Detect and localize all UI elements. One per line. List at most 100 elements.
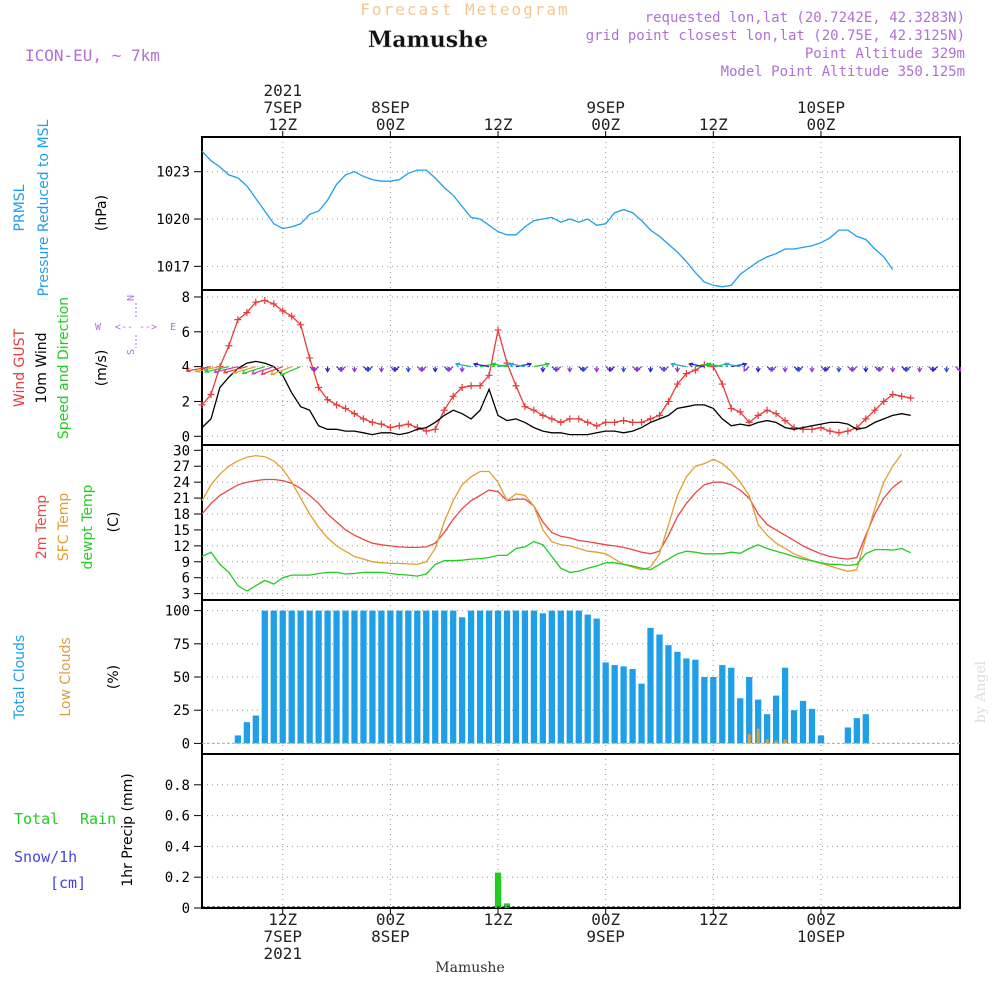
gust-marker — [431, 425, 439, 433]
wind-arrow-head — [508, 362, 514, 368]
bottom-axis-label: 00Z — [376, 910, 405, 929]
bar-total-clouds — [746, 677, 753, 744]
bar-total-clouds — [638, 683, 645, 744]
gust-marker — [324, 396, 332, 404]
legend-wind: 10m Wind — [34, 332, 50, 403]
wind-arrow-head — [279, 371, 285, 376]
bar-total-clouds — [396, 610, 403, 744]
wind-arrow-head — [490, 362, 496, 368]
wind-arrow-head — [420, 366, 426, 372]
gust-marker — [342, 404, 350, 412]
gust-marker — [727, 404, 735, 412]
gust-marker — [629, 418, 637, 426]
gust-marker — [440, 406, 448, 414]
bar-total-clouds — [611, 665, 618, 744]
bar-low-clouds — [774, 740, 778, 744]
bottom-axis-label: 12Z — [699, 910, 728, 929]
bottom-axis-label: 10SEP — [797, 927, 845, 946]
wind-arrow-head — [755, 367, 761, 373]
gust-marker — [655, 411, 663, 419]
bar-total-clouds — [799, 700, 807, 744]
panel-2: 0 2 4 6 8 — [182, 289, 962, 446]
wind-arrow-head — [325, 367, 331, 373]
wind-arrow-head — [647, 367, 654, 373]
gust-marker — [593, 422, 601, 430]
gust-marker — [575, 415, 583, 423]
wind-direction-arrow — [533, 363, 550, 368]
bottom-axis-label: 2021 — [263, 944, 302, 963]
wind-arrow-head — [851, 366, 856, 372]
bar-total-clouds — [683, 658, 690, 744]
gust-marker — [530, 406, 538, 414]
wind-arrow-head — [194, 367, 200, 373]
bar-low-clouds — [765, 739, 769, 744]
gust-marker — [467, 382, 475, 390]
wind-unit: (m/s) — [94, 350, 110, 387]
gust-marker — [485, 371, 493, 379]
bar-total-clouds — [781, 667, 789, 744]
gust-marker — [826, 427, 834, 435]
wind-direction-arrow — [455, 363, 472, 368]
panel-5: 0 0.2 0.4 0.6 0.8 — [165, 753, 961, 917]
bar-total-clouds — [755, 699, 762, 744]
wind-arrow-head — [544, 362, 551, 368]
y-tick-label: 18 — [173, 507, 190, 523]
wind-arrow-head — [447, 366, 452, 372]
bar-total-clouds — [297, 610, 304, 744]
bar-low-clouds — [756, 728, 760, 744]
series-dewpt-temp — [201, 540, 911, 592]
bottom-axis-label: 7SEP — [263, 927, 302, 946]
bar-total-clouds — [710, 677, 717, 744]
wind-arrow-head — [432, 367, 438, 373]
bar-total-clouds — [494, 610, 502, 744]
gust-marker — [270, 300, 278, 308]
bar-total-clouds — [306, 610, 313, 744]
bar-total-clouds — [261, 610, 268, 744]
bar-total-clouds — [575, 610, 582, 744]
y-tick-label: 21 — [173, 491, 190, 507]
bar-total-clouds — [243, 722, 250, 744]
wind-arrow-head — [213, 368, 219, 374]
wind-arrow-head — [917, 367, 923, 373]
bottom-axis-label: 9SEP — [586, 927, 625, 946]
gust-marker — [521, 403, 529, 411]
gust-marker — [602, 418, 610, 426]
bar-total-clouds — [405, 610, 412, 744]
bar-total-clouds — [324, 610, 331, 744]
wind-arrow-head — [824, 366, 829, 372]
bar-total-clouds — [485, 610, 493, 744]
y-tick-label: 15 — [173, 523, 190, 539]
wind-direction-arrow — [223, 366, 248, 374]
gust-marker — [449, 392, 457, 400]
bar-total-clouds — [369, 610, 376, 744]
bar-total-clouds — [423, 610, 430, 744]
gust-marker — [368, 418, 376, 426]
gust-marker — [584, 418, 592, 426]
wind-arrow-head — [943, 367, 950, 373]
bar-total-clouds — [387, 610, 394, 744]
wind-arrow-head — [706, 362, 712, 368]
gust-marker — [297, 321, 305, 329]
bar-total-clouds — [602, 662, 609, 744]
gust-marker — [772, 410, 780, 418]
wind-direction-arrow — [186, 366, 212, 372]
bottom-axis-label: 00Z — [591, 910, 620, 929]
top-axis-label: 10SEP — [797, 98, 845, 117]
wind-arrow-head — [582, 366, 587, 372]
bar-total-clouds — [512, 610, 520, 744]
y-tick-label: 0.2 — [165, 870, 190, 886]
gust-marker — [754, 411, 762, 419]
compass-n: N — [126, 295, 137, 301]
legend-prmsl: PRMSL — [12, 184, 28, 231]
legend-wind-dir: Speed and Direction — [56, 297, 72, 439]
gust-marker — [871, 406, 879, 414]
gust-marker — [395, 422, 403, 430]
wind-arrow-head — [743, 366, 748, 372]
bar-total-clouds — [701, 677, 708, 744]
y-tick-label: 75 — [173, 637, 190, 653]
bottom-axis-label: 12Z — [268, 910, 297, 929]
wind-direction-arrow — [671, 363, 687, 368]
gust-marker — [844, 427, 852, 435]
wind-arrow-head — [251, 370, 257, 375]
